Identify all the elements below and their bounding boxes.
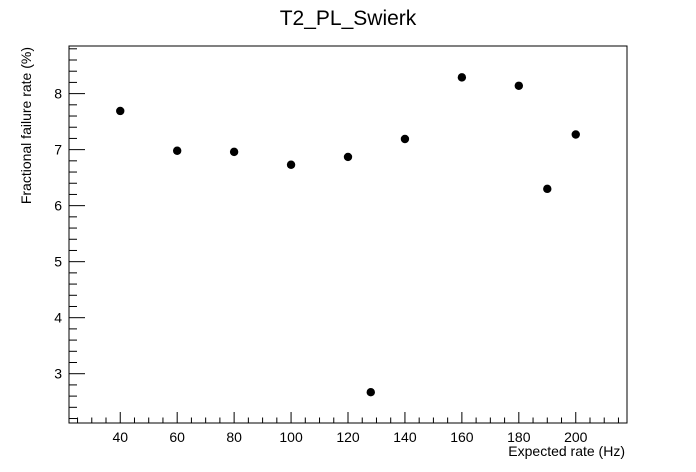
x-tick-label: 160 (450, 429, 474, 445)
data-point (457, 73, 467, 82)
data-point (366, 387, 375, 397)
x-tick-label: 100 (279, 429, 303, 445)
data-point (343, 152, 353, 162)
y-tick-label: 6 (54, 198, 62, 214)
data-point (514, 81, 524, 90)
y-axis-ticks (69, 48, 85, 420)
x-axis-tick-labels: 40 60 80 100 120 140 160 180 200 (112, 429, 587, 445)
x-tick-label: 60 (169, 429, 185, 445)
data-point (286, 160, 296, 169)
x-tick-label: 40 (112, 429, 128, 445)
x-tick-label: 180 (507, 429, 531, 445)
x-axis-title: Expected rate (Hz) (508, 443, 625, 459)
x-tick-label: 200 (564, 429, 588, 445)
y-tick-label: 8 (54, 86, 62, 102)
y-tick-label: 7 (54, 142, 62, 158)
x-axis-ticks (77, 412, 619, 423)
data-point (571, 130, 580, 139)
y-axis-tick-labels: 3 4 5 6 7 8 (54, 86, 62, 382)
data-point (400, 134, 410, 144)
y-tick-label: 5 (54, 254, 62, 270)
data-point (172, 146, 182, 155)
x-tick-label: 120 (336, 429, 360, 445)
chart-title: T2_PL_Swierk (280, 7, 417, 30)
x-tick-label: 80 (226, 429, 242, 445)
y-axis-title: Fractional failure rate (%) (18, 47, 34, 204)
data-point (543, 184, 552, 194)
data-points (116, 73, 580, 397)
y-tick-label: 3 (54, 366, 62, 382)
x-tick-label: 140 (393, 429, 417, 445)
data-point (116, 106, 125, 116)
y-tick-label: 4 (54, 310, 62, 326)
data-point (229, 147, 239, 157)
